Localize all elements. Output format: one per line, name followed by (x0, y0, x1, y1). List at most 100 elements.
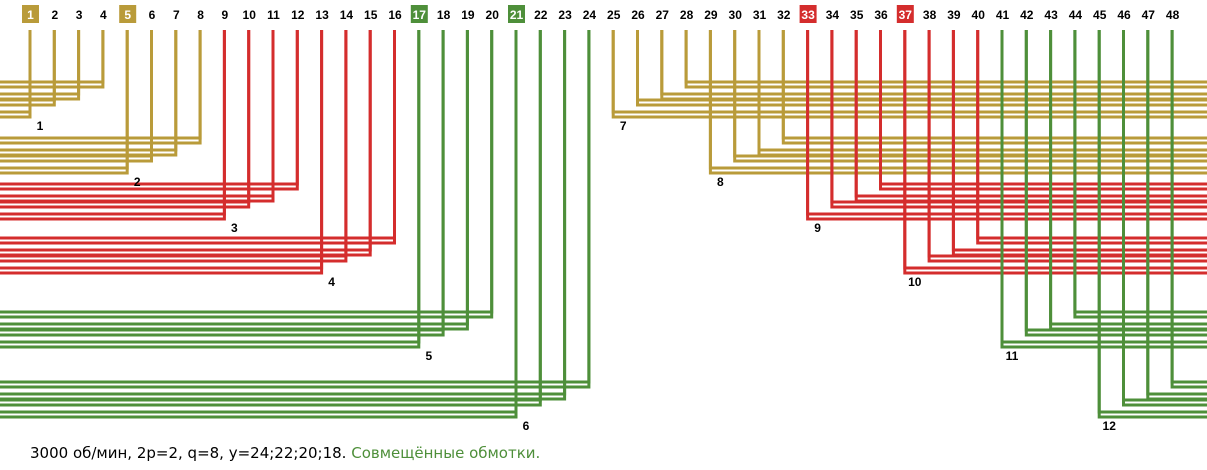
coil-group-label: 1 (37, 119, 44, 133)
coil-return-conductor (0, 30, 178, 157)
coil-conductor (1000, 30, 1207, 344)
slot-number-label: 37 (899, 8, 913, 22)
slot-highlight-box (119, 5, 137, 23)
slot-number-label: 33 (801, 8, 815, 22)
slot-number-label: 43 (1044, 8, 1058, 22)
slot-number-label: 6 (149, 8, 156, 22)
slot-number-label: 30 (729, 8, 743, 22)
coil-return-conductor (0, 30, 396, 245)
slot-number-label: 44 (1069, 8, 1083, 22)
coil-return-conductor (0, 30, 542, 407)
coil-conductor (611, 30, 1207, 114)
coil-conductor (1097, 30, 1207, 414)
coil-conductor (0, 30, 105, 84)
slot-number-label: 24 (583, 8, 597, 22)
coil-conductor (1170, 30, 1207, 384)
slot-number-label: 42 (1020, 8, 1034, 22)
winding-wires (0, 30, 1207, 419)
slot-number-label: 2 (51, 8, 58, 22)
slot-highlight-box (410, 5, 428, 23)
coil-conductor (708, 30, 1207, 170)
coil-conductor (830, 30, 1207, 204)
coil-conductor (0, 30, 469, 326)
slot-number-label: 15 (364, 8, 378, 22)
coil-group-label: 10 (908, 275, 922, 289)
coil-return-conductor (0, 30, 275, 203)
slot-number-label: 38 (923, 8, 937, 22)
coil-return-conductor (0, 30, 56, 107)
slot-number-label: 32 (777, 8, 791, 22)
slot-highlight-box (799, 5, 817, 23)
coil-conductor (636, 30, 1207, 102)
slot-number-label: 35 (850, 8, 864, 22)
coil-return-conductor (0, 30, 129, 175)
coil-return-conductor (0, 30, 445, 337)
coil-return-conductor (0, 30, 105, 89)
slot-number-label: 36 (874, 8, 888, 22)
coil-conductor (1049, 30, 1207, 326)
slot-number-label: 26 (631, 8, 645, 22)
slot-number-label: 11 (267, 8, 280, 22)
coil-conductor (1146, 30, 1207, 396)
slot-number-label: 12 (291, 8, 305, 22)
slot-number-label: 20 (486, 8, 500, 22)
coil-return-conductor (660, 30, 1207, 101)
coil-group-label: 12 (1103, 419, 1117, 433)
coil-return-conductor (0, 30, 32, 119)
slot-number-label: 41 (996, 8, 1010, 22)
slot-number-label: 46 (1117, 8, 1131, 22)
coil-group-label: 5 (425, 349, 432, 363)
slot-number-label: 21 (510, 8, 524, 22)
coil-return-conductor (0, 30, 372, 257)
slot-number-label: 1 (27, 8, 34, 22)
coil-return-conductor (0, 30, 421, 349)
coil-return-conductor (0, 30, 324, 275)
coil-group-label: 4 (328, 275, 335, 289)
slot-number-label: 45 (1093, 8, 1107, 22)
coil-conductor (660, 30, 1207, 96)
slot-number-label: 3 (76, 8, 83, 22)
slot-number-label: 31 (753, 8, 767, 22)
slot-number-label: 28 (680, 8, 694, 22)
coil-conductor (0, 30, 251, 204)
coil-return-conductor (0, 30, 469, 331)
coil-group-label: 9 (814, 221, 821, 235)
coil-conductor (781, 30, 1207, 140)
coil-conductor (0, 30, 81, 96)
coil-conductor (684, 30, 1207, 84)
coil-return-conductor (0, 30, 299, 191)
coil-return-conductor (0, 30, 348, 263)
coil-conductor (0, 30, 178, 152)
slot-highlight-box (508, 5, 525, 23)
coil-conductor (757, 30, 1207, 152)
slot-number-label: 9 (222, 8, 229, 22)
slot-number-label: 4 (100, 8, 107, 22)
slot-number-label: 16 (388, 8, 402, 22)
slot-number-label: 25 (607, 8, 621, 22)
coil-group-label: 7 (620, 119, 627, 133)
slot-number-label: 48 (1166, 8, 1180, 22)
coil-group-label: 11 (1006, 349, 1019, 363)
coil-return-conductor (0, 30, 251, 209)
slot-number-label: 27 (656, 8, 670, 22)
coil-return-conductor (927, 30, 1207, 263)
coil-return-conductor (0, 30, 153, 163)
slot-number-label: 19 (461, 8, 475, 22)
coil-conductor (0, 30, 275, 198)
coil-group-label: 6 (523, 419, 530, 433)
coil-conductor (1122, 30, 1207, 402)
slot-labels: 1 2 3 4 5 6 7 8 9 10 11 12 13 14 15 16 17 18 19 20 21 22 23 24 2… (22, 5, 1180, 23)
coil-conductor (0, 30, 226, 216)
coil-conductor (0, 30, 567, 396)
slot-number-label: 7 (173, 8, 180, 22)
slot-number-label: 23 (558, 8, 572, 22)
slot-number-label: 10 (243, 8, 257, 22)
coil-return-conductor (0, 30, 81, 101)
coil-return-conductor (0, 30, 567, 401)
coil-return-conductor (0, 30, 202, 145)
coil-return-conductor (0, 30, 518, 419)
coil-conductor (976, 30, 1207, 240)
slot-number-label: 34 (826, 8, 840, 22)
